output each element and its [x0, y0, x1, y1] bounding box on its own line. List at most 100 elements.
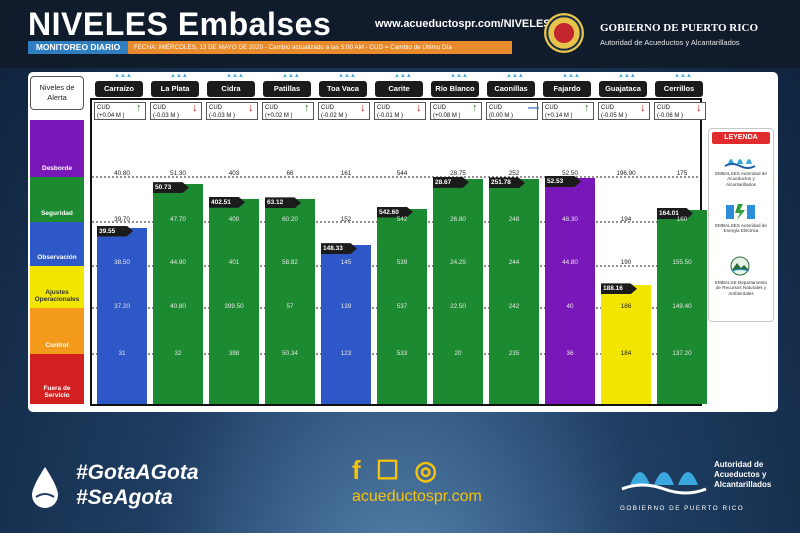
cud-box-rio-blanco: CUD (+0.08 M )	[430, 102, 482, 120]
reservoir-drop-icon: ▲▲▲	[114, 73, 132, 79]
water-drop-logo-icon	[32, 467, 58, 508]
legend-title: LEYENDA	[712, 132, 770, 144]
threshold-control-label: 533	[396, 350, 408, 357]
level-bar-patillas	[265, 199, 315, 404]
cud-value: (+0.14 M )	[545, 113, 573, 119]
cud-label: CUD	[489, 105, 502, 111]
reservoir-drop-icon: ▲▲▲	[562, 73, 580, 79]
level-value-cerrillos: 164.01	[657, 207, 693, 219]
cud-box-patillas: CUD (+0.02 M )	[262, 102, 314, 120]
threshold-seguridad-label: 160	[676, 216, 688, 223]
threshold-control-label: 184	[620, 350, 632, 357]
trend-up-arrow-icon: ↑	[584, 102, 590, 114]
trend-down-arrow-icon: ↓	[360, 102, 366, 114]
threshold-desborde-label: 28.75	[450, 170, 466, 177]
trend-down-arrow-icon: ↓	[248, 102, 254, 114]
reservoir-name-cerrillos[interactable]: Cerrillos	[655, 81, 703, 97]
cud-value: (-0.05 M )	[601, 113, 628, 119]
reservoir-name-carraizo[interactable]: Carraízo	[95, 81, 143, 97]
threshold-observacion-label: 401	[228, 259, 240, 266]
reservoir-name-caonillas[interactable]: Caonillas	[487, 81, 535, 97]
cud-label: CUD	[545, 105, 558, 111]
threshold-observacion-label: 155.50	[672, 259, 692, 266]
cud-box-carite: CUD (-0.01 M )	[374, 102, 426, 120]
reservoir-name-guajataca[interactable]: Guajataca	[599, 81, 647, 97]
threshold-desborde-label: 66	[286, 170, 294, 177]
threshold-desborde-label: 175	[676, 170, 688, 177]
level-value-rio-blanco: 28.67	[433, 176, 469, 188]
cud-label: CUD	[265, 105, 278, 111]
threshold-seguridad-label: 542	[396, 216, 408, 223]
cud-label: CUD	[657, 105, 670, 111]
level-value-guajataca: 188.16	[601, 283, 637, 295]
threshold-observacion-label: 44.90	[170, 259, 186, 266]
alert-band-desborde: Desborde	[30, 120, 84, 177]
threshold-desborde-label: 51.30	[170, 170, 186, 177]
threshold-seguridad-label: 248	[508, 216, 520, 223]
threshold-observacion-label: 145	[340, 259, 352, 266]
reservoir-name-carite[interactable]: Carite	[375, 81, 423, 97]
hashtag-gotaagota: #GotaAGota	[76, 461, 199, 484]
reservoir-drop-icon: ▲▲▲	[170, 73, 188, 79]
aaa-waves-icon	[724, 159, 756, 169]
government-title: GOBIERNO DE PUERTO RICO	[600, 22, 759, 34]
cud-box-carraizo: CUD (+0.04 M )	[94, 102, 146, 120]
level-bar-carraizo	[97, 227, 147, 404]
cud-value: (+0.02 M )	[265, 113, 293, 119]
threshold-control-label: 36	[566, 350, 574, 357]
level-value-caonillas: 251.78	[489, 177, 525, 189]
alert-band-observación: Observación	[30, 222, 84, 266]
reservoir-name-cidra[interactable]: Cidra	[207, 81, 255, 97]
cud-label: CUD	[209, 105, 222, 111]
trend-up-arrow-icon: ↑	[304, 102, 310, 114]
cud-box-guajataca: CUD (-0.05 M )	[598, 102, 650, 120]
trend-up-arrow-icon: ↑	[472, 102, 478, 114]
trend-up-arrow-icon: ↑	[136, 102, 142, 114]
threshold-desborde-label: 40.80	[114, 170, 130, 177]
cud-box-caonillas: CUD (0.00 M )	[486, 102, 538, 120]
alert-levels-title: Niveles de Alerta	[30, 76, 84, 110]
threshold-control-label: 123	[340, 350, 352, 357]
threshold-control-label: 235	[508, 350, 520, 357]
threshold-desborde-label: 196.90	[616, 170, 636, 177]
threshold-seguridad-label: 60.20	[282, 216, 298, 223]
reservoir-drop-icon: ▲▲▲	[394, 73, 412, 79]
reservoir-name-toa-vaca[interactable]: Toa Vaca	[319, 81, 367, 97]
reservoir-name-fajardo[interactable]: Fajardo	[543, 81, 591, 97]
alert-band-seguridad: Seguridad	[30, 177, 84, 222]
reservoir-name-la-plata[interactable]: La Plata	[151, 81, 199, 97]
drna-landscape-icon	[730, 256, 750, 276]
legend-entry-aaa: EMBALSES Autoridad de Acueductos y Alcan…	[715, 171, 767, 187]
header-website-link[interactable]: www.acueductospr.com/NIVELES	[375, 18, 551, 30]
threshold-control-label: 398	[228, 350, 240, 357]
cud-box-toa-vaca: CUD (-0.02 M )	[318, 102, 370, 120]
cud-label: CUD	[97, 105, 110, 111]
reservoir-name-patillas[interactable]: Patillas	[263, 81, 311, 97]
threshold-desborde-label: 161	[340, 170, 352, 177]
threshold-desborde-label: 52.50	[562, 170, 578, 177]
cud-box-cerrillos: CUD (-0.06 M )	[654, 102, 706, 120]
subtitle-bar	[28, 41, 512, 54]
threshold-observacion-label: 38.50	[114, 259, 130, 266]
threshold-seguridad-label: 194	[620, 216, 632, 223]
cud-value: (-0.01 M )	[377, 113, 404, 119]
page-title: NIVELES Embalses	[28, 6, 332, 42]
level-value-toa-vaca: 148.33	[321, 243, 357, 255]
threshold-desborde-label: 403	[228, 170, 240, 177]
level-bar-cidra	[209, 198, 259, 404]
level-value-fajardo: 52.53	[545, 176, 581, 187]
threshold-ajustes-label: 242	[508, 303, 520, 310]
threshold-observacion-label: 24.25	[450, 259, 466, 266]
reservoir-drop-icon: ▲▲▲	[226, 73, 244, 79]
reservoir-name-rio-blanco[interactable]: Río Blanco	[431, 81, 479, 97]
footer-government-line: GOBIERNO DE PUERTO RICO	[620, 505, 745, 512]
threshold-desborde-label: 544	[396, 170, 408, 177]
threshold-ajustes-label: 399.50	[224, 303, 244, 310]
threshold-control-label: 32	[174, 350, 182, 357]
government-subtitle: Autoridad de Acueductos y Alcantarillado…	[600, 38, 740, 47]
aaa-logo-icon	[621, 472, 707, 495]
reservoir-drop-icon: ▲▲▲	[618, 73, 636, 79]
social-media-icons[interactable]: f ☐ ◎	[352, 455, 442, 485]
footer-website-link[interactable]: acueductospr.com	[352, 488, 482, 505]
trend-down-arrow-icon: ↓	[192, 102, 198, 114]
